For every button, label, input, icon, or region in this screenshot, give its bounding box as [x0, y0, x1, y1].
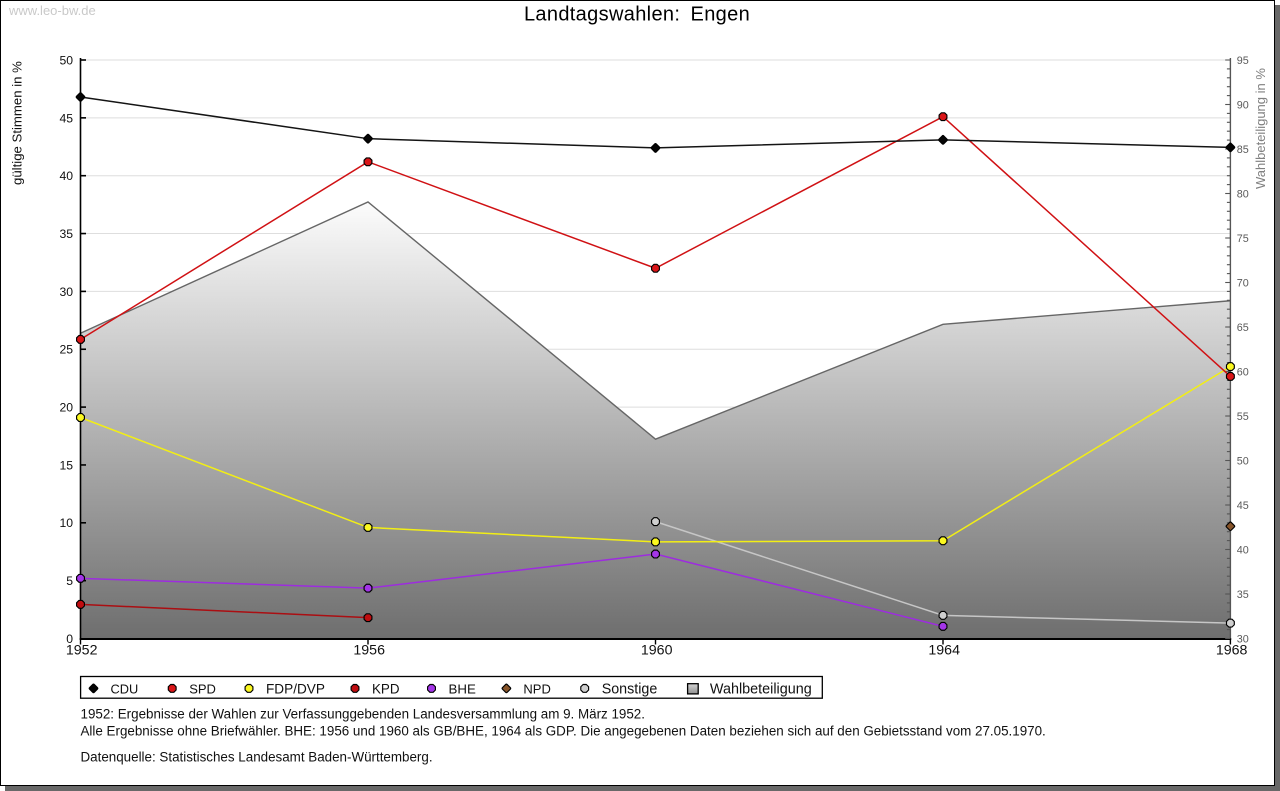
svg-text:BHE: BHE	[449, 681, 476, 696]
svg-text:15: 15	[59, 458, 73, 472]
svg-text:95: 95	[1237, 55, 1249, 67]
svg-text:20: 20	[59, 401, 73, 415]
svg-text:1952: Ergebnisse der Wahlen zu: 1952: Ergebnisse der Wahlen zur Verfassu…	[81, 706, 645, 721]
svg-text:Alle Ergebnisse ohne Briefwähl: Alle Ergebnisse ohne Briefwähler. BHE: 1…	[81, 723, 1046, 738]
svg-text:Sonstige: Sonstige	[602, 681, 658, 697]
svg-text:1960: 1960	[641, 642, 673, 658]
svg-text:30: 30	[59, 285, 73, 299]
svg-text:1956: 1956	[353, 642, 385, 658]
svg-text:1968: 1968	[1216, 642, 1248, 658]
svg-text:0: 0	[66, 632, 73, 646]
svg-text:KPD: KPD	[372, 681, 400, 696]
svg-text:35: 35	[1237, 589, 1249, 601]
svg-text:45: 45	[1237, 500, 1249, 512]
svg-text:gültige Stimmen in %: gültige Stimmen in %	[10, 61, 25, 185]
svg-text:Wahlbeteiligung in %: Wahlbeteiligung in %	[1253, 68, 1268, 189]
svg-text:90: 90	[1237, 99, 1249, 111]
svg-text:50: 50	[59, 53, 73, 67]
svg-text:30: 30	[1237, 633, 1249, 645]
svg-text:70: 70	[1237, 277, 1249, 289]
svg-text:10: 10	[59, 516, 73, 530]
svg-text:80: 80	[1237, 188, 1249, 200]
svg-text:50: 50	[1237, 455, 1249, 467]
svg-text:40: 40	[59, 169, 73, 183]
svg-text:Wahlbeteiligung: Wahlbeteiligung	[710, 681, 812, 697]
svg-text:Datenquelle: Statistisches Lan: Datenquelle: Statistisches Landesamt Bad…	[81, 749, 433, 764]
svg-text:40: 40	[1237, 544, 1249, 556]
svg-text:1964: 1964	[928, 642, 960, 658]
svg-text:60: 60	[1237, 366, 1249, 378]
svg-text:Landtagswahlen: Engen: Landtagswahlen: Engen	[524, 4, 750, 26]
svg-text:1952: 1952	[66, 642, 98, 658]
svg-text:85: 85	[1237, 144, 1249, 156]
svg-text:25: 25	[59, 343, 73, 357]
svg-text:NPD: NPD	[523, 681, 550, 696]
svg-text:75: 75	[1237, 233, 1249, 245]
svg-text:45: 45	[59, 111, 73, 125]
svg-text:SPD: SPD	[189, 681, 216, 696]
svg-text:65: 65	[1237, 322, 1249, 334]
svg-text:35: 35	[59, 227, 73, 241]
svg-text:5: 5	[66, 574, 73, 588]
svg-text:55: 55	[1237, 411, 1249, 423]
svg-text:www.leo-bw.de: www.leo-bw.de	[8, 3, 96, 18]
svg-text:FDP/DVP: FDP/DVP	[266, 681, 325, 696]
svg-text:CDU: CDU	[111, 681, 139, 696]
